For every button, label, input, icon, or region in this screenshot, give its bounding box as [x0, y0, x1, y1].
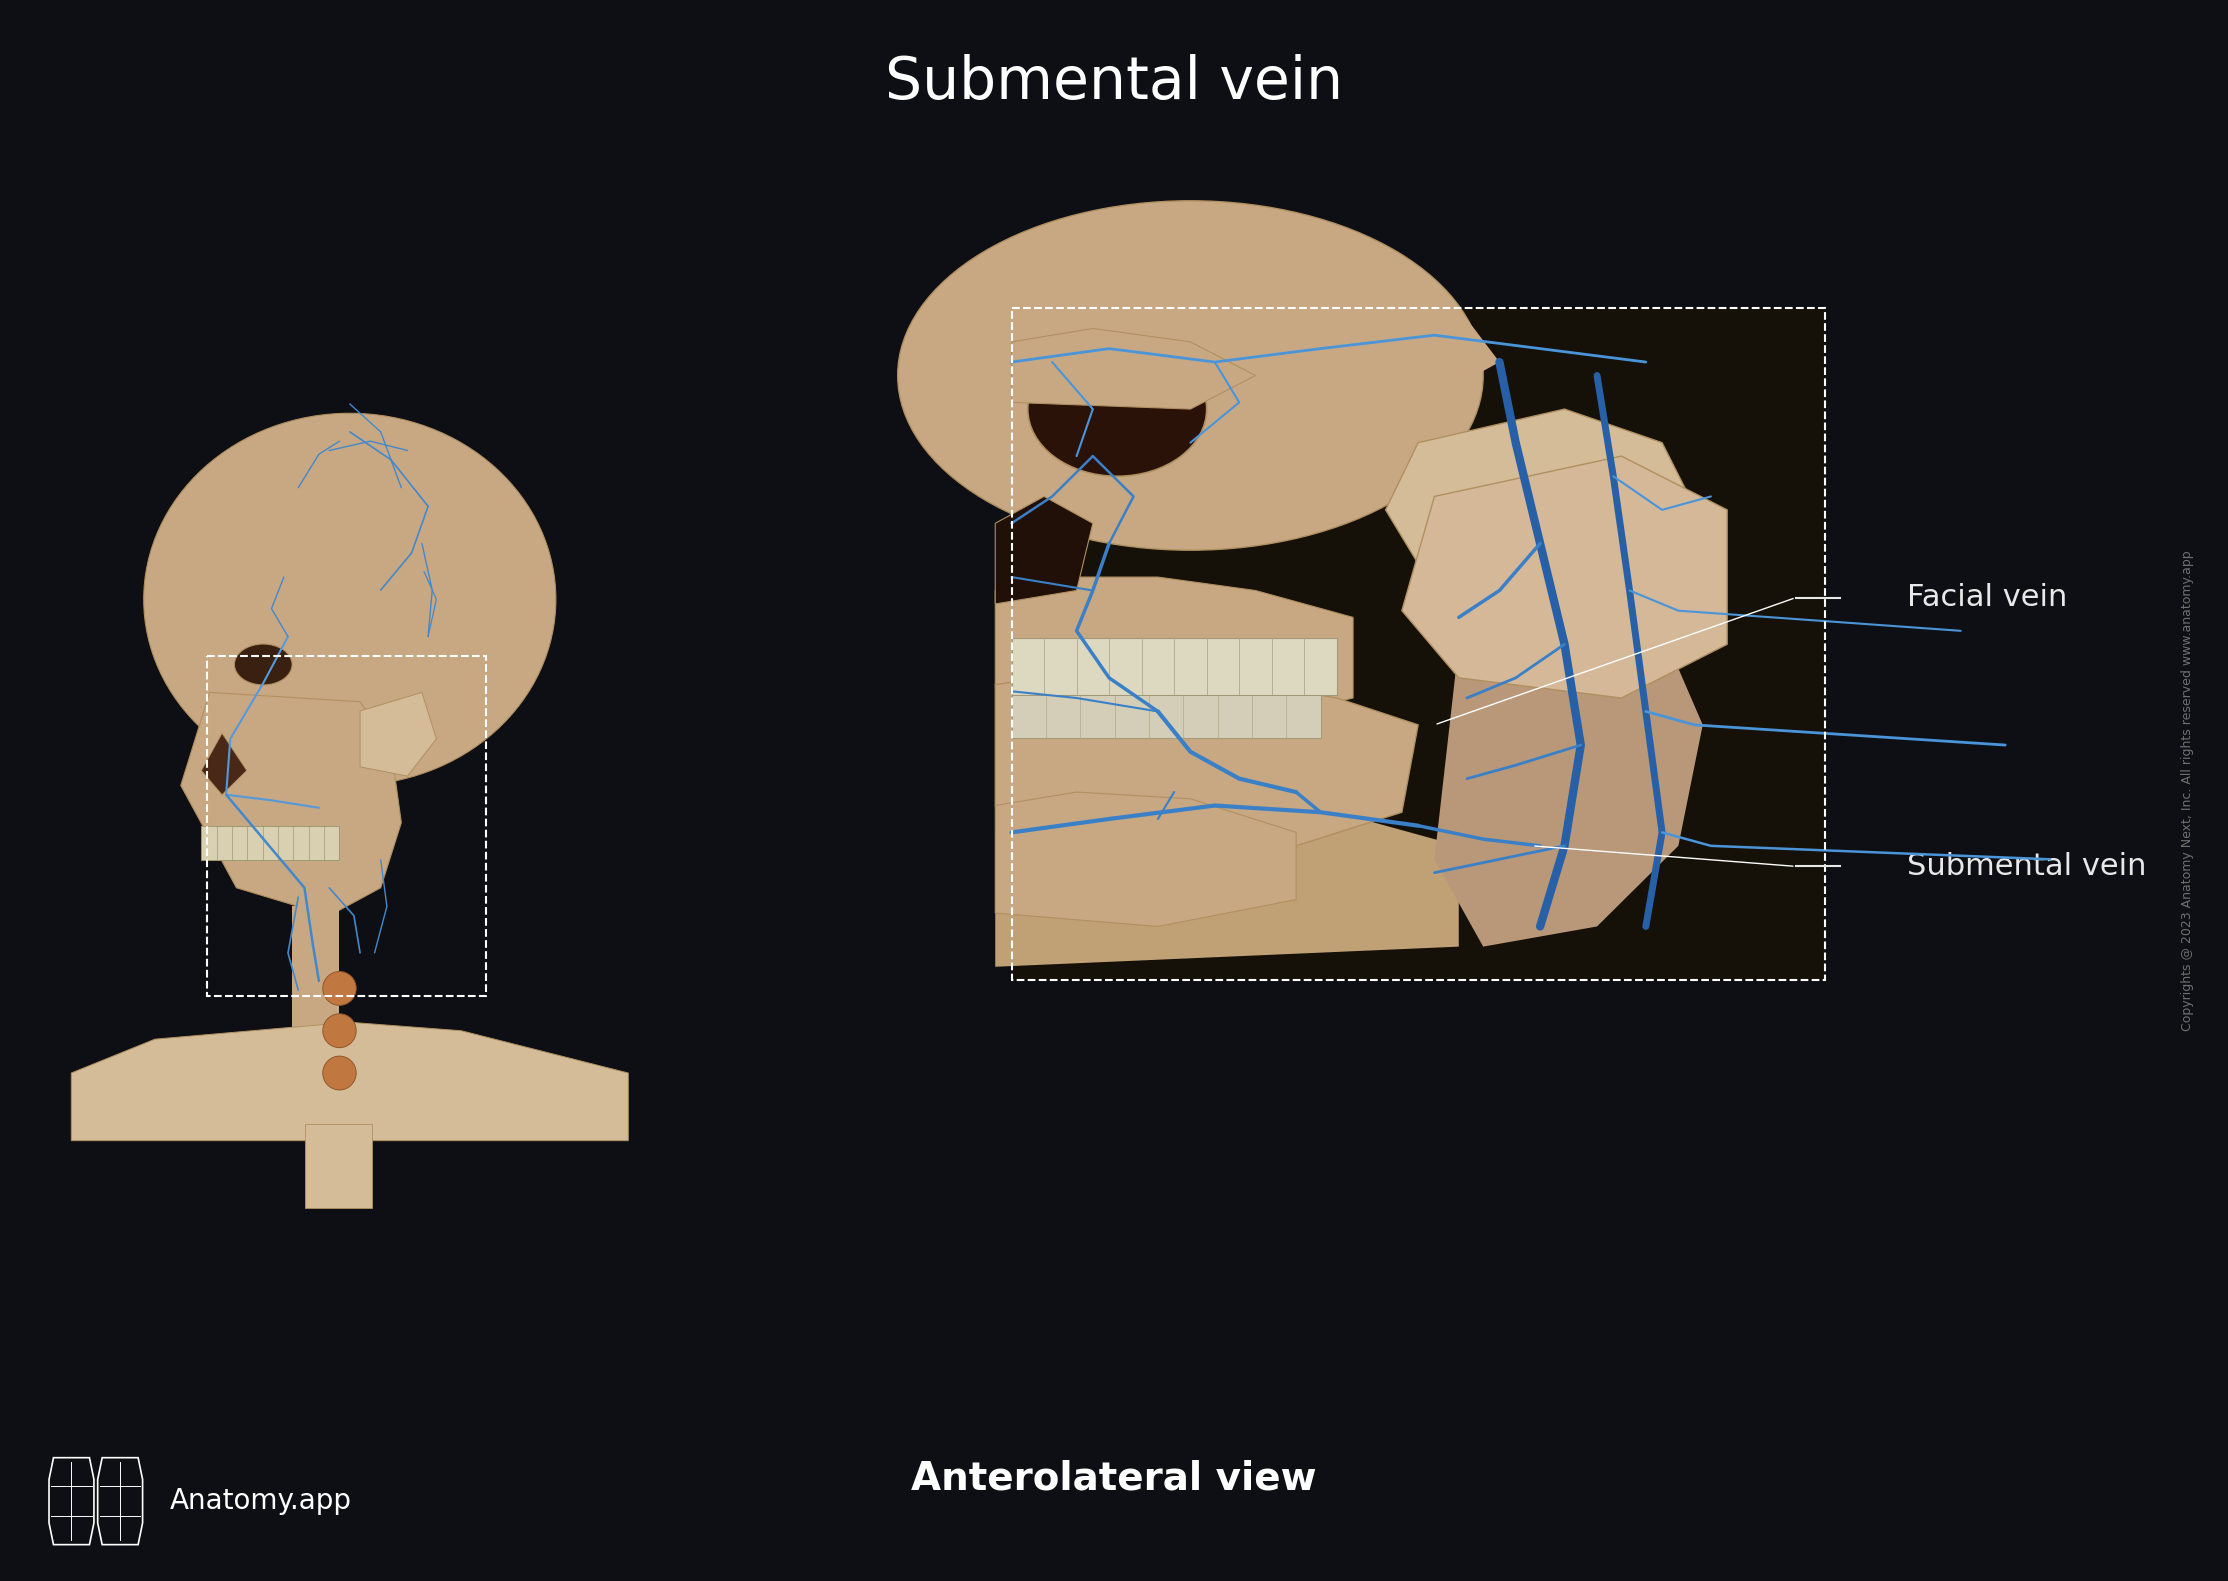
Polygon shape: [996, 670, 1419, 846]
Polygon shape: [996, 577, 1352, 724]
Ellipse shape: [143, 413, 557, 786]
Text: Submental vein: Submental vein: [885, 54, 1343, 111]
Polygon shape: [1435, 591, 1702, 947]
Polygon shape: [996, 792, 1297, 926]
Bar: [1012, 308, 1825, 980]
Bar: [71, 379, 628, 1225]
Polygon shape: [1386, 409, 1702, 631]
Ellipse shape: [234, 643, 292, 685]
Text: Facial vein: Facial vein: [1907, 583, 2068, 612]
Polygon shape: [996, 496, 1094, 604]
Ellipse shape: [898, 201, 1484, 550]
Polygon shape: [180, 692, 401, 915]
Polygon shape: [1012, 308, 1499, 455]
Polygon shape: [996, 813, 1459, 966]
Polygon shape: [201, 734, 247, 795]
Ellipse shape: [323, 971, 356, 1006]
Bar: [1012, 308, 1825, 980]
Bar: [1012, 694, 1321, 738]
Bar: [292, 906, 339, 1039]
Polygon shape: [1401, 455, 1727, 699]
Text: Copyrights @ 2023 Anatomy Next, Inc. All rights reserved www.anatomy.app: Copyrights @ 2023 Anatomy Next, Inc. All…: [2181, 550, 2195, 1031]
Bar: [1012, 637, 1337, 694]
Text: Anterolateral view: Anterolateral view: [911, 1459, 1317, 1497]
Text: Submental vein: Submental vein: [1907, 852, 2146, 881]
Ellipse shape: [323, 1056, 356, 1089]
Polygon shape: [71, 1023, 628, 1141]
Ellipse shape: [1027, 341, 1208, 476]
Ellipse shape: [323, 1013, 356, 1048]
Polygon shape: [1012, 329, 1257, 409]
Bar: [305, 1124, 372, 1208]
Polygon shape: [361, 692, 437, 776]
Text: Anatomy.app: Anatomy.app: [169, 1488, 352, 1515]
Bar: [201, 827, 339, 860]
Bar: [207, 656, 486, 996]
